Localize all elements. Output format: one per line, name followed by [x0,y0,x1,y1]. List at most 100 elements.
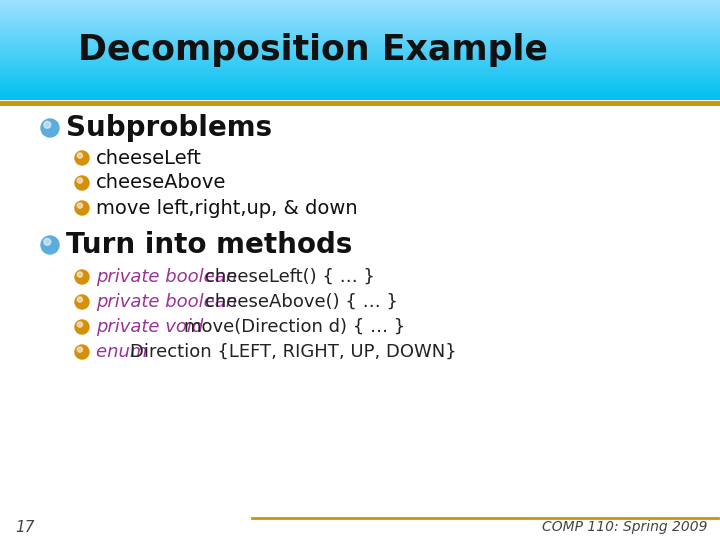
FancyBboxPatch shape [0,6,720,7]
Circle shape [77,153,83,158]
FancyBboxPatch shape [0,90,720,91]
FancyBboxPatch shape [0,70,720,71]
FancyBboxPatch shape [0,95,720,96]
FancyBboxPatch shape [0,19,720,20]
FancyBboxPatch shape [0,33,720,34]
FancyBboxPatch shape [0,51,720,52]
FancyBboxPatch shape [0,35,720,36]
FancyBboxPatch shape [0,72,720,73]
FancyBboxPatch shape [0,89,720,90]
FancyBboxPatch shape [0,71,720,72]
Text: Decomposition Example: Decomposition Example [78,33,548,67]
FancyBboxPatch shape [0,41,720,42]
FancyBboxPatch shape [0,81,720,82]
FancyBboxPatch shape [0,38,720,39]
FancyBboxPatch shape [0,91,720,92]
FancyBboxPatch shape [0,85,720,86]
FancyBboxPatch shape [0,1,720,2]
FancyBboxPatch shape [0,100,720,540]
FancyBboxPatch shape [0,68,720,69]
Circle shape [77,272,83,277]
FancyBboxPatch shape [0,82,720,83]
FancyBboxPatch shape [0,43,720,44]
FancyBboxPatch shape [0,17,720,18]
FancyBboxPatch shape [0,97,720,98]
FancyBboxPatch shape [0,64,720,65]
Circle shape [77,203,83,208]
FancyBboxPatch shape [0,86,720,87]
Text: Subproblems: Subproblems [66,114,272,142]
Text: cheeseLeft() { … }: cheeseLeft() { … } [204,268,374,286]
FancyBboxPatch shape [0,13,720,14]
FancyBboxPatch shape [0,27,720,28]
FancyBboxPatch shape [0,87,720,88]
Text: move left,right,up, & down: move left,right,up, & down [96,199,358,218]
Circle shape [75,151,89,165]
FancyBboxPatch shape [0,24,720,25]
FancyBboxPatch shape [0,49,720,50]
FancyBboxPatch shape [0,39,720,40]
Circle shape [44,122,50,129]
FancyBboxPatch shape [0,28,720,29]
FancyBboxPatch shape [0,52,720,53]
FancyBboxPatch shape [0,14,720,15]
FancyBboxPatch shape [0,93,720,94]
Text: cheeseAbove: cheeseAbove [96,173,226,192]
FancyBboxPatch shape [0,20,720,21]
FancyBboxPatch shape [0,73,720,74]
FancyBboxPatch shape [0,7,720,8]
FancyBboxPatch shape [0,4,720,5]
FancyBboxPatch shape [0,53,720,54]
FancyBboxPatch shape [0,10,720,11]
Circle shape [75,320,89,334]
FancyBboxPatch shape [0,42,720,43]
Text: private boolean: private boolean [96,268,243,286]
FancyBboxPatch shape [0,66,720,67]
FancyBboxPatch shape [0,61,720,62]
Text: cheeseAbove() { … }: cheeseAbove() { … } [204,293,397,311]
Circle shape [75,176,89,190]
FancyBboxPatch shape [0,29,720,30]
FancyBboxPatch shape [0,34,720,35]
FancyBboxPatch shape [0,98,720,99]
FancyBboxPatch shape [0,88,720,89]
FancyBboxPatch shape [0,22,720,23]
FancyBboxPatch shape [0,77,720,78]
Circle shape [77,322,83,327]
FancyBboxPatch shape [0,62,720,63]
FancyBboxPatch shape [0,79,720,80]
Circle shape [77,178,83,183]
FancyBboxPatch shape [0,99,720,100]
FancyBboxPatch shape [0,65,720,66]
FancyBboxPatch shape [0,63,720,64]
FancyBboxPatch shape [0,83,720,84]
FancyBboxPatch shape [0,0,720,1]
Circle shape [44,239,50,245]
Text: Direction {LEFT, RIGHT, UP, DOWN}: Direction {LEFT, RIGHT, UP, DOWN} [130,343,456,361]
Text: Turn into methods: Turn into methods [66,231,352,259]
FancyBboxPatch shape [0,67,720,68]
FancyBboxPatch shape [0,26,720,27]
FancyBboxPatch shape [0,47,720,48]
FancyBboxPatch shape [0,76,720,77]
FancyBboxPatch shape [0,30,720,31]
Circle shape [77,347,83,352]
FancyBboxPatch shape [0,12,720,13]
Text: private void: private void [96,318,209,336]
Circle shape [75,201,89,215]
FancyBboxPatch shape [0,75,720,76]
FancyBboxPatch shape [0,40,720,41]
FancyBboxPatch shape [0,84,720,85]
FancyBboxPatch shape [0,96,720,97]
FancyBboxPatch shape [0,94,720,95]
Circle shape [75,345,89,359]
FancyBboxPatch shape [0,16,720,17]
FancyBboxPatch shape [0,3,720,4]
Circle shape [41,236,59,254]
FancyBboxPatch shape [0,44,720,45]
FancyBboxPatch shape [0,25,720,26]
FancyBboxPatch shape [0,23,720,24]
FancyBboxPatch shape [0,80,720,81]
Text: cheeseLeft: cheeseLeft [96,148,202,167]
FancyBboxPatch shape [0,5,720,6]
